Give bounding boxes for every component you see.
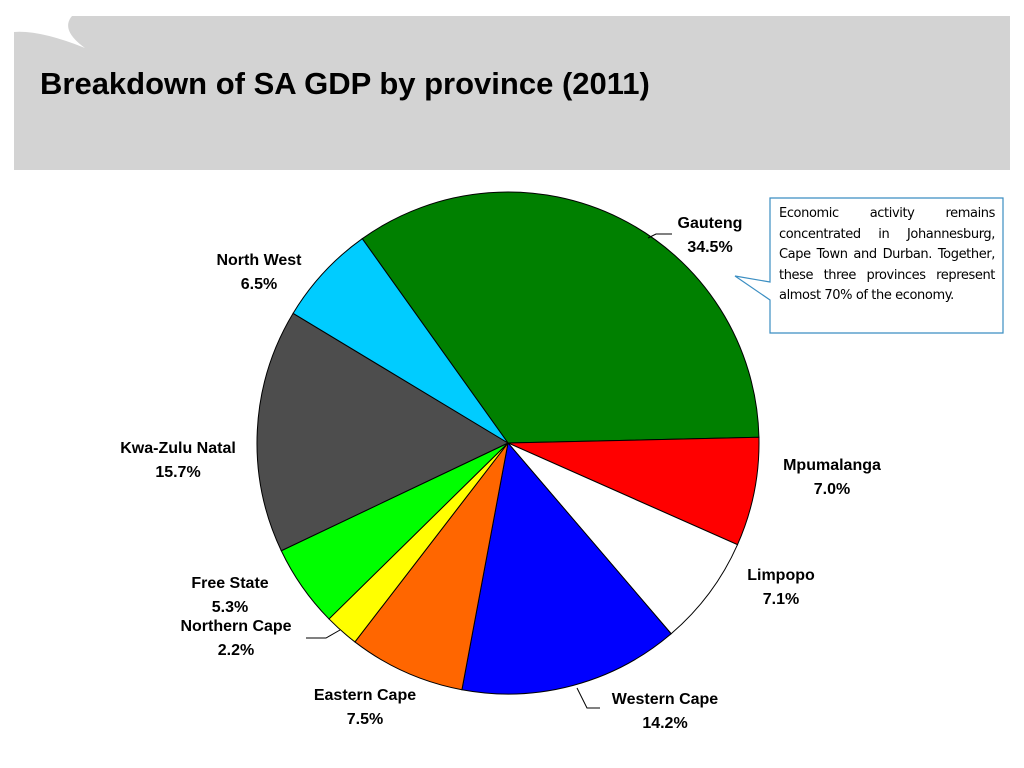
category-label: North West bbox=[216, 252, 302, 269]
pie-slice bbox=[361, 191, 760, 444]
value-label: 7.0% bbox=[814, 481, 850, 498]
pie-slice bbox=[507, 442, 739, 635]
leader-line bbox=[306, 629, 341, 639]
leader-line bbox=[576, 687, 600, 709]
leader-line bbox=[647, 233, 672, 239]
category-label: Northern Cape bbox=[180, 618, 291, 635]
header-band bbox=[14, 16, 1010, 170]
pie-slice bbox=[256, 312, 510, 552]
callout-box bbox=[734, 197, 1004, 334]
value-label: 7.5% bbox=[347, 711, 383, 728]
value-label: 7.1% bbox=[763, 591, 799, 608]
pie-slice bbox=[507, 436, 760, 546]
value-label: 14.2% bbox=[642, 715, 687, 732]
category-label: Eastern Cape bbox=[314, 687, 416, 704]
pie-slice bbox=[354, 442, 509, 691]
category-label: Limpopo bbox=[747, 567, 815, 584]
pie-slice bbox=[461, 441, 672, 695]
value-label: 2.2% bbox=[218, 642, 254, 659]
category-label: Kwa-Zulu Natal bbox=[120, 440, 236, 457]
value-label: 15.7% bbox=[155, 464, 200, 481]
page-curl bbox=[14, 16, 85, 48]
value-label: 6.5% bbox=[241, 276, 277, 293]
value-label: 5.3% bbox=[212, 599, 248, 616]
category-label: Free State bbox=[191, 575, 268, 592]
category-label: Mpumalanga bbox=[783, 457, 881, 474]
pie-slice bbox=[292, 237, 509, 444]
chart-title: Breakdown of SA GDP by province (2011) bbox=[40, 66, 650, 101]
category-label: Western Cape bbox=[612, 691, 719, 708]
annotation: Economic activity remains concentrated i… bbox=[779, 206, 995, 303]
pie bbox=[256, 191, 760, 695]
category-label: Gauteng bbox=[678, 215, 743, 232]
value-label: 34.5% bbox=[687, 239, 732, 256]
